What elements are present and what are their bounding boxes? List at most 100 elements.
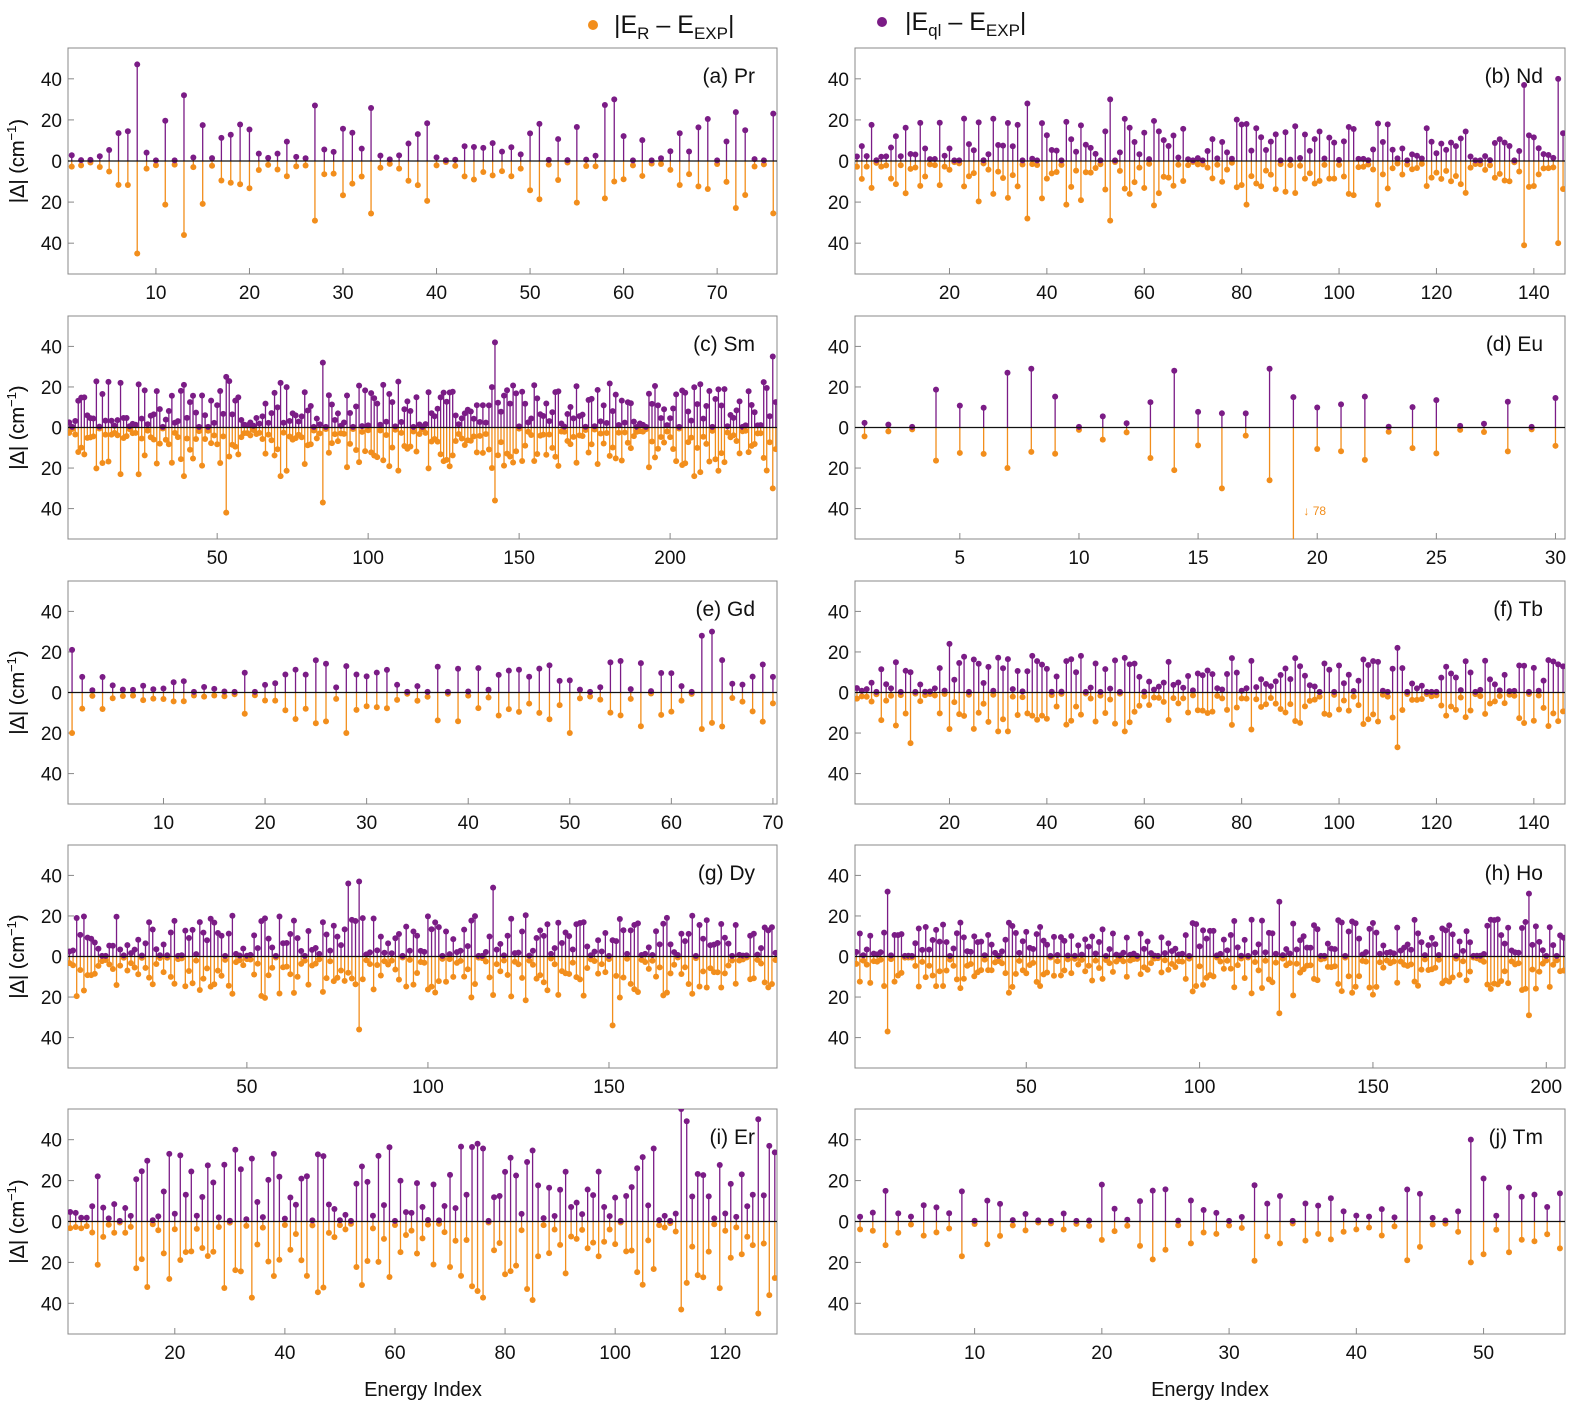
point-eql [1123,934,1130,941]
point-er [718,450,725,457]
point-eql [580,919,587,926]
point-eql [146,919,153,926]
point-eql [558,940,565,947]
point-er [1150,694,1157,701]
point-eql [356,878,363,885]
y-tick-label: 20 [41,193,62,214]
point-eql [877,949,884,956]
point-eql [209,155,216,162]
point-er [1194,707,1201,714]
point-er [111,1229,118,1236]
point-eql [1121,115,1128,122]
point-er [1336,706,1343,713]
point-er [1189,692,1196,699]
point-eql [455,421,462,428]
point-er [472,981,479,988]
point-eql [1365,157,1372,164]
point-er [495,712,502,719]
point-er [1384,185,1391,192]
point-eql [392,935,399,942]
point-er [1498,977,1505,984]
point-eql [1116,688,1123,695]
point-eql [283,939,290,946]
point-eql [639,137,646,144]
point-er [182,1249,189,1256]
point-er [1311,696,1318,703]
point-eql [888,952,895,959]
point-er [294,973,301,980]
point-er [114,432,121,439]
point-eql [505,667,512,674]
point-er [165,441,172,448]
point-eql [211,919,218,926]
point-er [1443,712,1450,719]
point-er [489,172,496,179]
point-eql [404,688,411,695]
point-er [501,462,508,469]
point-eql [667,148,674,155]
point-er [95,962,102,969]
point-er [330,170,337,177]
point-eql [370,915,377,922]
point-er [362,448,369,455]
point-eql [595,937,602,944]
point-er [470,176,477,183]
point-er [1252,959,1259,966]
point-er [941,163,948,170]
point-eql [237,1166,244,1173]
point-eql [1340,138,1347,145]
point-eql [570,415,577,422]
point-er [721,459,728,466]
point-er [199,1245,206,1252]
point-eql [620,927,627,934]
point-er [569,959,576,966]
point-eql [902,667,909,674]
point-er [283,467,290,474]
point-eql [166,1150,173,1157]
point-eql [985,151,992,158]
point-er [443,456,450,463]
point-er [700,968,707,975]
point-er [1179,958,1186,965]
point-eql [200,929,207,936]
y-tick-label: 0 [51,419,62,440]
point-er [661,439,668,446]
point-er [72,431,79,438]
x-tick-label: 40 [274,1343,295,1364]
point-er [1231,984,1238,991]
legend-label-ql: |Eql – EEXP| [905,8,1026,40]
point-er [685,980,692,987]
point-eql [645,390,652,397]
point-er [732,204,739,211]
point-er [1505,980,1512,987]
point-eql [265,419,272,426]
point-er [990,190,997,197]
point-eql [1463,928,1470,935]
point-er [883,162,890,169]
point-er [190,455,197,462]
point-er [413,1250,420,1257]
point-eql [1082,688,1089,695]
point-er [1375,201,1382,208]
point-er [1467,164,1474,171]
point-eql [141,387,148,394]
point-er [433,162,440,169]
point-er [750,975,757,982]
point-eql [1555,661,1562,668]
point-er [1061,967,1068,974]
point-er [1068,183,1075,190]
point-er [1141,693,1148,700]
point-eql [627,927,634,934]
point-eql [1012,929,1019,936]
point-eql [193,951,200,958]
point-eql [546,418,553,425]
point-er [80,987,87,994]
point-er [1165,174,1172,181]
point-er [960,975,967,982]
point-er [556,702,563,709]
point-er [193,436,200,443]
point-eql [1375,658,1382,665]
point-eql [1038,120,1045,127]
y-tick-label: 20 [41,724,62,745]
point-er [78,444,85,451]
